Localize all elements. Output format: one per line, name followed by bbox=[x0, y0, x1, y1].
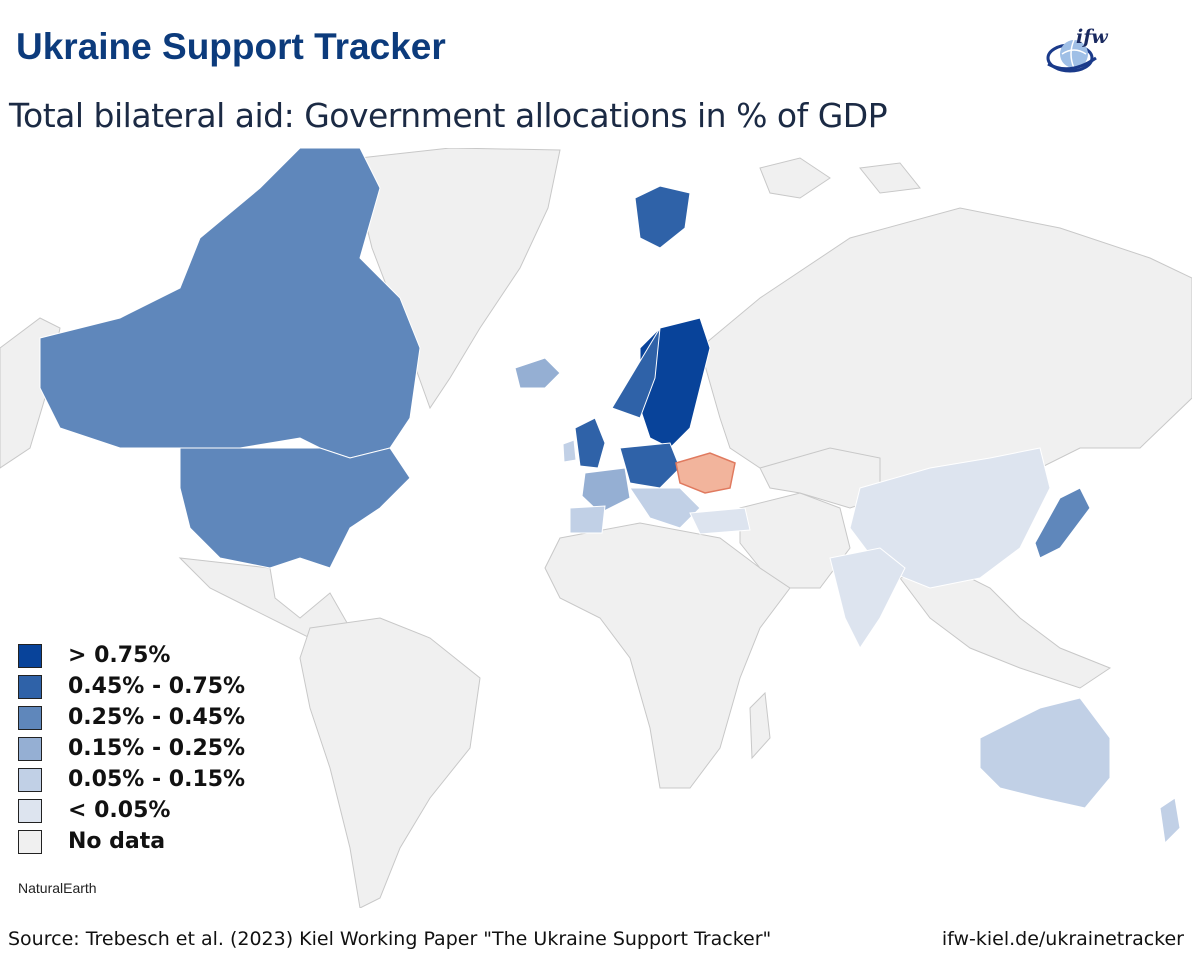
legend-label: 0.45% - 0.75% bbox=[68, 674, 246, 699]
legend-item: > 0.75% bbox=[18, 640, 245, 671]
region-arctic-islands-2[interactable] bbox=[859, 162, 921, 194]
map-subtitle: Total bilateral aid: Government allocati… bbox=[9, 96, 888, 135]
map-legend: > 0.75% 0.45% - 0.75% 0.25% - 0.45% 0.15… bbox=[18, 640, 245, 857]
legend-label: < 0.05% bbox=[68, 798, 171, 823]
region-middle-east[interactable] bbox=[739, 492, 851, 589]
country-new-zealand[interactable] bbox=[1159, 797, 1181, 845]
source-text: Source: Trebesch et al. (2023) Kiel Work… bbox=[8, 928, 772, 950]
country-australia[interactable] bbox=[979, 697, 1111, 809]
legend-swatch bbox=[18, 643, 42, 668]
legend-label: > 0.75% bbox=[68, 643, 171, 668]
ifw-logo[interactable]: ifw bbox=[1040, 24, 1120, 80]
page-title: Ukraine Support Tracker bbox=[16, 26, 446, 67]
legend-label: 0.25% - 0.45% bbox=[68, 705, 246, 730]
legend-item: 0.45% - 0.75% bbox=[18, 671, 245, 702]
logo-text: ifw bbox=[1076, 26, 1108, 48]
region-africa[interactable] bbox=[544, 522, 791, 789]
legend-swatch bbox=[18, 736, 42, 761]
country-uk[interactable] bbox=[574, 417, 606, 469]
country-madagascar[interactable] bbox=[749, 691, 771, 760]
country-france[interactable] bbox=[581, 467, 631, 514]
legend-item: No data bbox=[18, 826, 245, 857]
country-japan[interactable] bbox=[1034, 487, 1091, 559]
world-map bbox=[0, 147, 1192, 909]
region-arctic-islands[interactable] bbox=[759, 157, 831, 199]
region-southeast-asia[interactable] bbox=[899, 567, 1112, 689]
legend-item: 0.25% - 0.45% bbox=[18, 702, 245, 733]
legend-swatch bbox=[18, 829, 42, 854]
legend-swatch bbox=[18, 798, 42, 823]
country-norway[interactable] bbox=[611, 327, 661, 419]
legend-swatch bbox=[18, 767, 42, 792]
legend-label: 0.05% - 0.15% bbox=[68, 767, 246, 792]
legend-item: < 0.05% bbox=[18, 795, 245, 826]
country-usa[interactable] bbox=[179, 447, 411, 569]
legend-label: 0.15% - 0.25% bbox=[68, 736, 246, 761]
legend-swatch bbox=[18, 674, 42, 699]
country-turkey[interactable] bbox=[689, 507, 751, 535]
country-ukraine[interactable] bbox=[675, 452, 736, 494]
region-italy-balkans[interactable] bbox=[629, 487, 701, 529]
map-credit: NaturalEarth bbox=[18, 880, 97, 896]
country-iceland[interactable] bbox=[514, 357, 561, 389]
region-svalbard[interactable] bbox=[634, 185, 691, 249]
website-link[interactable]: ifw-kiel.de/ukrainetracker bbox=[941, 928, 1184, 950]
legend-item: 0.15% - 0.25% bbox=[18, 733, 245, 764]
region-iberia[interactable] bbox=[569, 505, 606, 534]
legend-item: 0.05% - 0.15% bbox=[18, 764, 245, 795]
legend-label: No data bbox=[68, 829, 166, 854]
country-ireland[interactable] bbox=[562, 439, 577, 463]
world-map-svg bbox=[0, 147, 1192, 909]
region-south-america[interactable] bbox=[299, 617, 481, 909]
country-india[interactable] bbox=[829, 547, 906, 649]
region-central-europe[interactable] bbox=[619, 442, 681, 489]
legend-swatch bbox=[18, 705, 42, 730]
globe-icon bbox=[1046, 39, 1097, 73]
country-canada[interactable] bbox=[39, 147, 421, 459]
